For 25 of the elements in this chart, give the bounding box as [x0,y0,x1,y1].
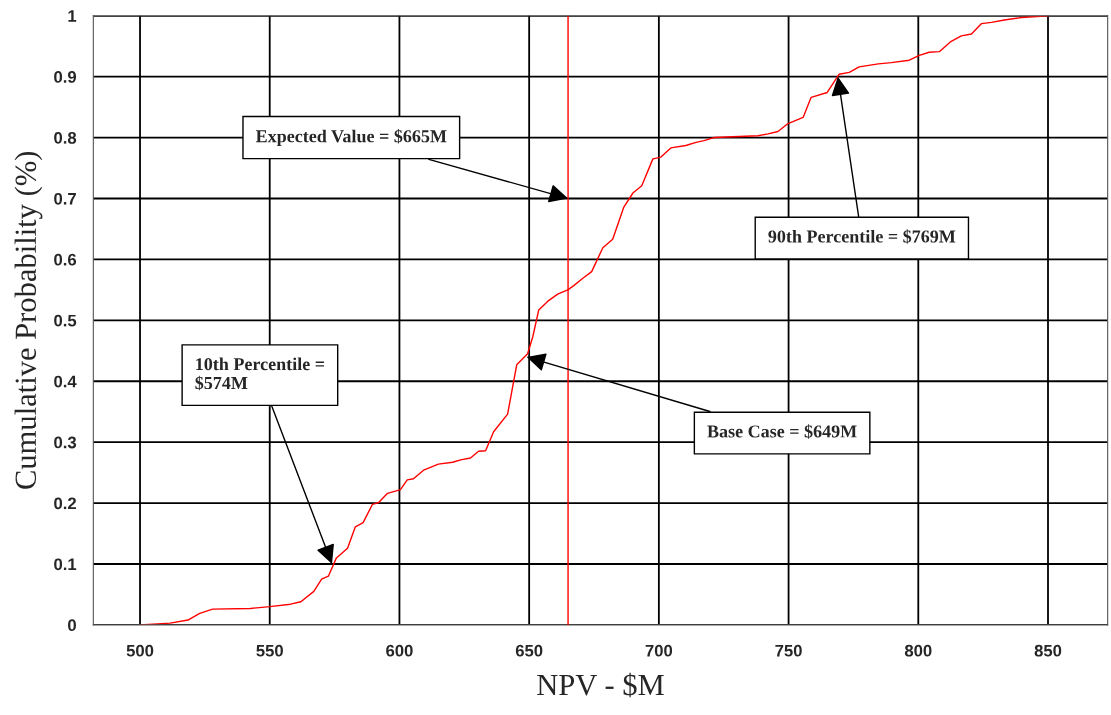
y-tick-label: 0.4 [54,375,77,388]
x-tick-label: 700 [645,644,673,657]
annotation: Expected Value = $665M [255,129,447,147]
x-tick-label: 650 [515,644,543,657]
y-axis-title: Cumulative Probability (%) [14,151,43,489]
x-tick-label: 500 [126,644,154,657]
x-tick-label: 600 [386,644,413,657]
x-tick-label: 850 [1034,644,1062,657]
y-tick-label: 0.6 [54,253,77,266]
x-tick-label: 750 [775,644,802,657]
y-tick-label: 0.5 [54,314,77,327]
annotation: 10th Percentile = $574M [195,357,325,391]
x-axis-title: NPV - $M [537,672,664,698]
x-tick-label: 550 [256,644,283,657]
y-tick-label: 1 [68,10,77,22]
y-tick-label: 0 [68,619,76,632]
annotation: 90th Percentile = $769M [768,229,956,244]
annotation: Base Case = $649M [707,424,857,439]
y-tick-label: 0.7 [54,192,76,205]
y-tick-label: 0.2 [54,497,76,510]
y-tick-label: 0.9 [54,71,77,83]
x-tick-label: 800 [904,644,932,657]
y-tick-label: 0.1 [54,558,77,571]
y-tick-label: 0.3 [54,436,77,449]
y-tick-label: 0.8 [54,131,77,144]
